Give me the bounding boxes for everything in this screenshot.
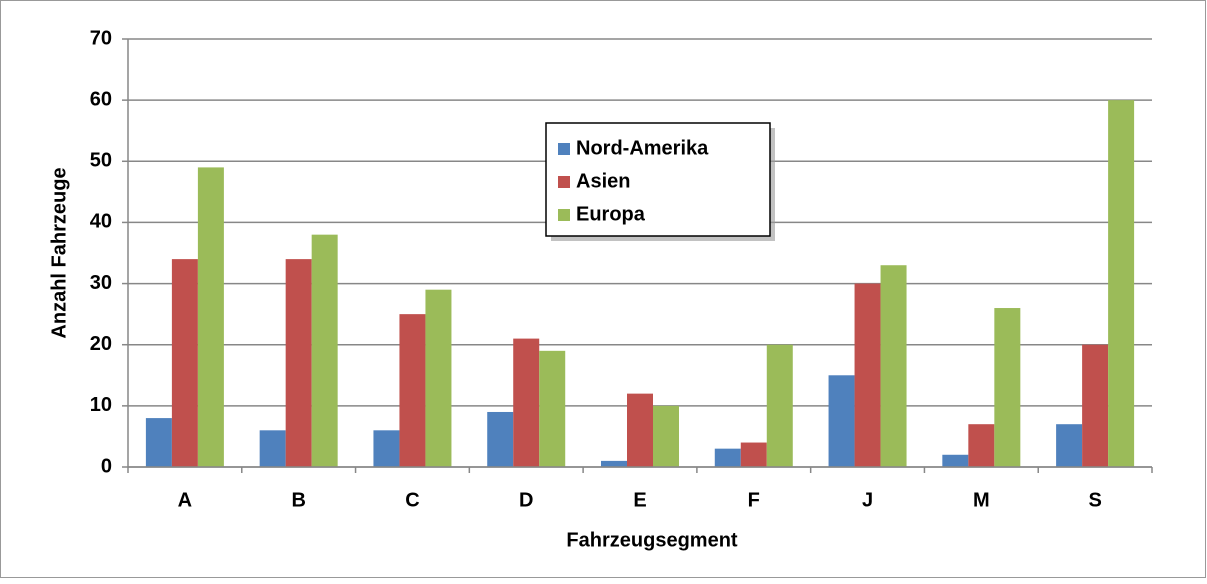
y-tick-label: 20 [90,333,112,355]
x-axis-label: Fahrzeugsegment [566,529,737,551]
bar [968,424,995,467]
bar [311,234,338,467]
y-axis-label: Anzahl Fahrzeuge [48,167,70,338]
bar [513,338,540,467]
x-tick-label: S [1088,489,1101,511]
y-tick-label: 60 [90,88,112,110]
x-tick-label: J [862,489,873,511]
bar [1056,424,1083,467]
bar [171,259,198,467]
bar [285,259,312,467]
y-tick-label: 70 [90,27,112,49]
legend-label: Nord-Amerika [576,137,709,159]
legend-swatch [558,143,570,155]
y-tick-label: 40 [90,211,112,233]
x-tick-label: B [291,489,305,511]
bar [880,265,907,467]
x-tick-label: F [748,489,760,511]
legend-swatch [558,176,570,188]
bar [942,454,969,467]
bar [766,344,793,467]
bar [828,375,855,467]
bar [197,167,224,467]
bar [627,393,653,467]
bar [854,283,881,467]
bar [1108,100,1135,468]
legend-swatch [558,209,570,221]
legend [545,122,771,237]
legend-label: Asien [576,170,630,192]
x-tick-label: E [633,489,646,511]
bar [399,314,426,467]
bar [740,442,767,467]
y-tick-label: 30 [90,272,112,294]
y-tick-label: 10 [90,394,112,416]
bar [145,418,172,467]
x-tick-label: C [405,489,419,511]
x-tick-label: M [973,489,990,511]
x-tick-label: A [178,489,192,511]
y-tick-label: 50 [90,150,112,172]
bar [601,460,627,467]
bar [373,430,400,467]
bar [425,289,452,467]
bar [714,448,741,467]
legend-label: Europa [576,203,646,225]
bar [487,411,514,467]
bar [539,350,566,467]
bar [653,405,679,467]
y-tick-label: 0 [101,455,112,477]
bar [1082,344,1109,467]
bar [994,308,1021,467]
bar [259,430,286,467]
x-tick-label: D [519,489,533,511]
